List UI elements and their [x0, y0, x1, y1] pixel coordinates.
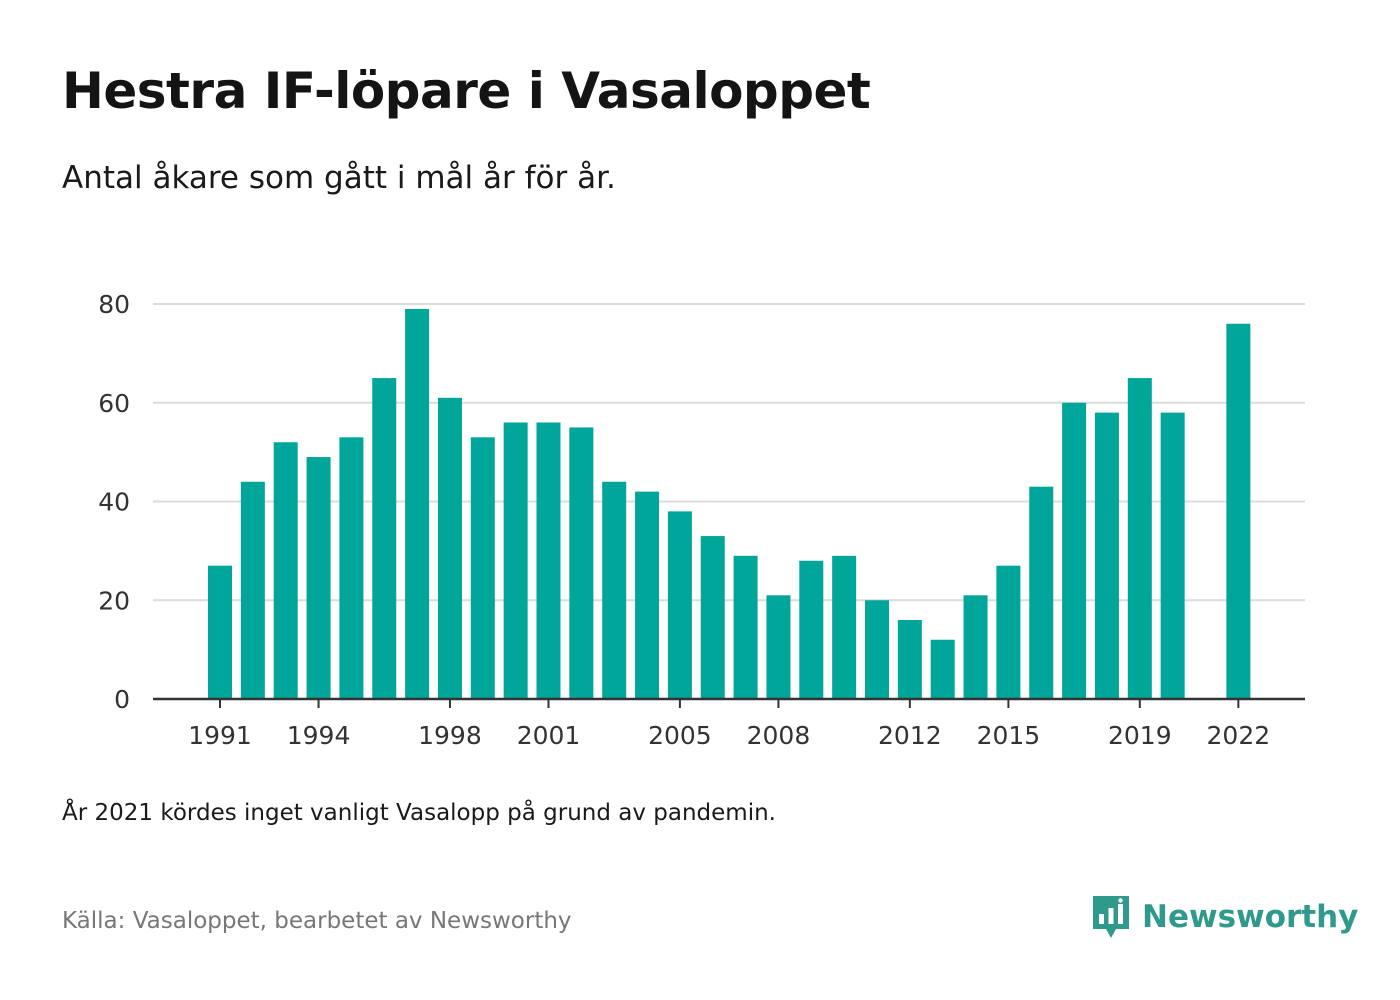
bar-2007 [733, 555, 758, 699]
x-tick-label: 1991 [188, 721, 252, 750]
chart-title: Hestra IF-löpare i Vasaloppet [62, 62, 871, 120]
bar-2015 [996, 565, 1021, 699]
x-tick-label: 2022 [1207, 721, 1271, 750]
bar-2005 [667, 511, 692, 699]
bar-2002 [569, 427, 594, 699]
footnote: År 2021 kördes inget vanligt Vasalopp på… [62, 800, 776, 826]
bar-1992 [240, 481, 265, 699]
chart-subtitle: Antal åkare som gått i mål år för år. [62, 160, 616, 196]
bar-1991 [208, 565, 232, 699]
bar-2020 [1160, 412, 1185, 699]
bar-2012 [897, 620, 922, 699]
bar-1994 [306, 457, 331, 699]
x-tick-label: 2012 [878, 721, 942, 750]
brand-name: Newsworthy [1142, 899, 1359, 935]
x-tick-label: 2008 [747, 721, 811, 750]
bar-1998 [437, 397, 462, 699]
bar-2017 [1062, 402, 1087, 699]
y-tick-label: 0 [114, 685, 130, 714]
y-tick-label: 40 [98, 488, 130, 517]
bar-2001 [536, 422, 561, 699]
x-tick-label: 1994 [287, 721, 351, 750]
y-tick-label: 60 [98, 389, 130, 418]
axes: 0 20 40 60 80 1991 1994 1998 2001 2005 2008 2012 201… [98, 290, 1305, 750]
bar-2010 [832, 555, 857, 699]
bar-2022 [1226, 323, 1251, 699]
bar-2016 [1029, 486, 1054, 699]
bar-2003 [602, 481, 627, 699]
bar-2006 [700, 536, 725, 699]
newsworthy-logo-icon [1093, 896, 1129, 938]
bar-1997 [405, 308, 430, 699]
x-tick-label: 2001 [517, 721, 581, 750]
bar-2008 [766, 595, 791, 699]
newsworthy-brand[interactable]: Newsworthy [1090, 892, 1358, 942]
bar-1996 [372, 378, 397, 699]
bar-2014 [963, 595, 988, 699]
x-tick-label: 1998 [418, 721, 482, 750]
bars [208, 308, 1251, 699]
bar-2018 [1094, 412, 1119, 699]
x-tick-label: 2015 [977, 721, 1041, 750]
bar-2000 [503, 422, 528, 699]
bar-1999 [470, 437, 495, 699]
bar-2011 [865, 600, 889, 699]
source-text: Källa: Vasaloppet, bearbetet av Newswort… [62, 908, 572, 934]
bar-1993 [273, 442, 298, 699]
bar-2004 [635, 491, 660, 699]
bar-2009 [799, 560, 824, 699]
y-tick-label: 80 [98, 290, 130, 319]
bar-2013 [930, 639, 955, 699]
x-tick-label: 2019 [1108, 721, 1172, 750]
x-tick-label: 2005 [648, 721, 712, 750]
y-tick-label: 20 [98, 586, 130, 615]
bar-2019 [1127, 378, 1152, 699]
bar-1995 [339, 437, 364, 699]
